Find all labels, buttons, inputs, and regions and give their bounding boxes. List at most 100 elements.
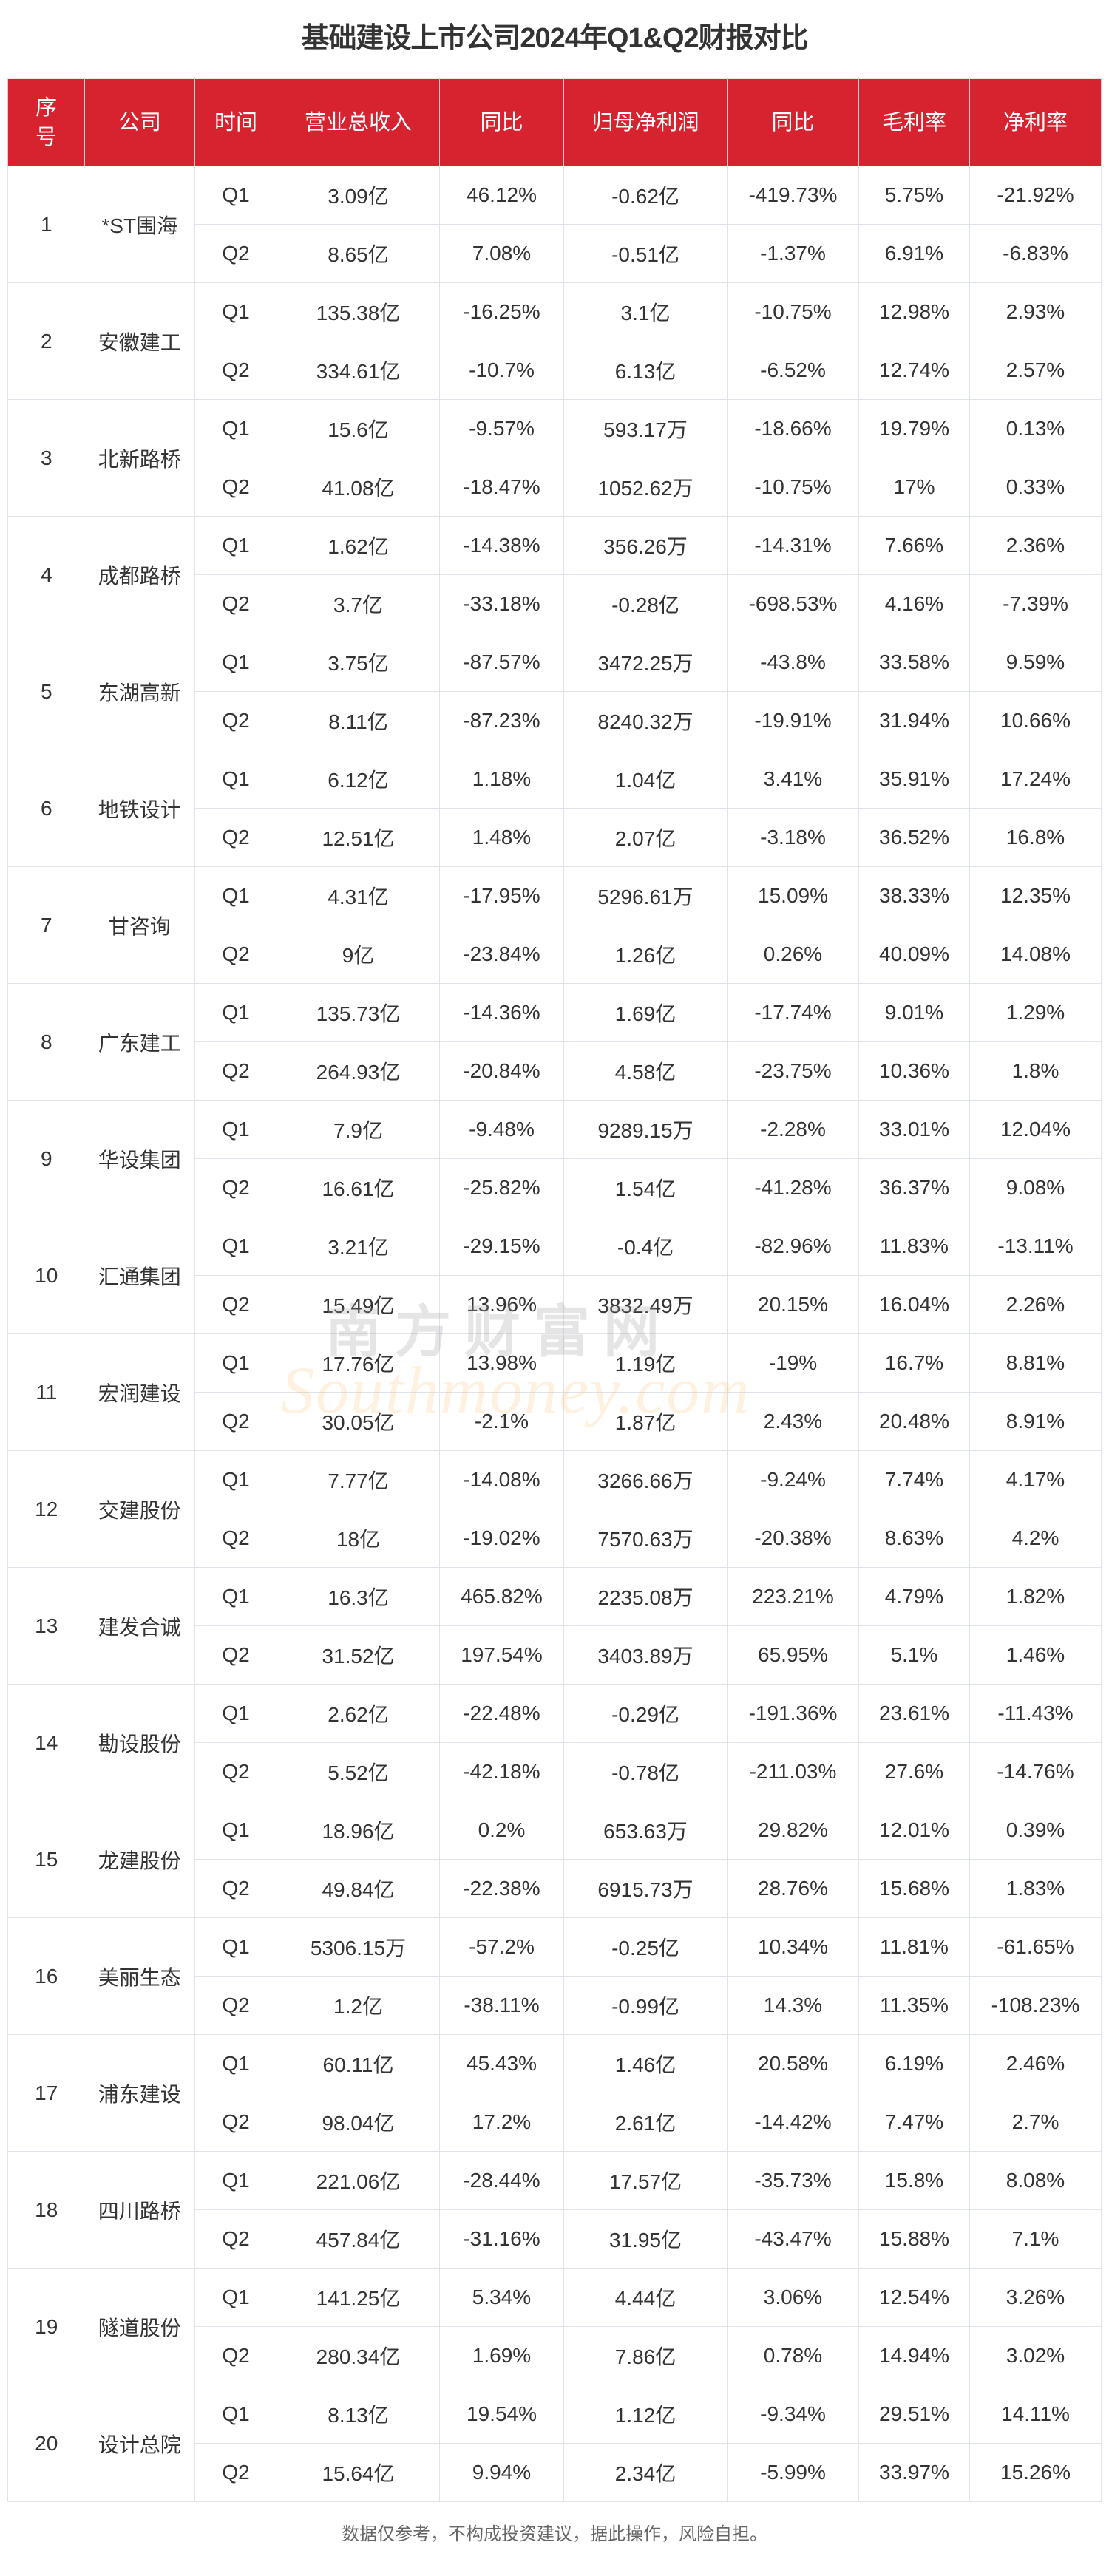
row-number: 14 xyxy=(7,1684,85,1801)
revenue-cell: 5.52亿 xyxy=(277,1742,440,1801)
gross-margin-cell: 36.52% xyxy=(858,808,970,867)
period-cell: Q2 xyxy=(194,1041,277,1101)
row-number: 6 xyxy=(7,750,85,867)
revenue-yoy-cell: -14.38% xyxy=(439,516,564,575)
net-margin-cell: 2.36% xyxy=(969,516,1102,575)
revenue-cell: 3.7亿 xyxy=(277,574,440,633)
net-profit-cell: 3472.25万 xyxy=(563,633,728,692)
revenue-cell: 5306.15万 xyxy=(277,1917,440,1977)
net-profit-cell: 9289.15万 xyxy=(563,1100,728,1159)
header-revenue: 营业总收入 xyxy=(277,78,440,166)
period-cell: Q2 xyxy=(194,1392,277,1451)
period-cell: Q2 xyxy=(194,808,277,867)
revenue-cell: 221.06亿 xyxy=(277,2151,440,2210)
net-profit-yoy-cell: 223.21% xyxy=(727,1567,859,1626)
revenue-yoy-cell: 7.08% xyxy=(439,224,564,283)
gross-margin-cell: 7.47% xyxy=(858,2093,970,2152)
company-name: 美丽生态 xyxy=(84,1917,195,2035)
net-profit-yoy-cell: -19% xyxy=(727,1333,859,1393)
header-net-profit: 归母净利润 xyxy=(563,78,728,166)
row-number: 17 xyxy=(7,2034,85,2152)
period-cell: Q2 xyxy=(194,574,277,633)
table-row: 5 东湖高新 Q1 3.75亿 -87.57% 3472.25万 -43.8% 33.58% 9… xyxy=(7,633,1102,750)
net-profit-cell: -0.99亿 xyxy=(563,1976,728,2035)
table-row: Q2 15.49亿 13.96% 3832.49万 20.15% 16.04% 2.26% xyxy=(8,1275,1102,1334)
net-profit-yoy-cell: 0.78% xyxy=(727,2326,859,2385)
table-row: 2 安徽建工 Q1 135.38亿 -16.25% 3.1亿 -10.75% 12.98% 2.… xyxy=(7,282,1102,400)
gross-margin-cell: 7.66% xyxy=(858,516,970,575)
gross-margin-cell: 8.63% xyxy=(858,1509,970,1568)
row-number: 12 xyxy=(7,1450,85,1568)
net-profit-yoy-cell: -43.47% xyxy=(727,2209,859,2269)
company-name: 东湖高新 xyxy=(84,633,195,750)
revenue-cell: 264.93亿 xyxy=(277,1041,440,1101)
table-row: 17 浦东建设 Q1 60.11亿 45.43% 1.46亿 20.58% 6.19% 2.46… xyxy=(7,2034,1102,2152)
row-number: 20 xyxy=(7,2385,85,2502)
table-row: 4 成都路桥 Q1 1.62亿 -14.38% 356.26万 -14.31% 7.66% 2.… xyxy=(7,516,1102,633)
revenue-yoy-cell: -38.11% xyxy=(439,1976,564,2035)
net-profit-yoy-cell: -2.28% xyxy=(727,1100,859,1159)
table-row: Q2 41.08亿 -18.47% 1052.62万 -10.75% 17% 0.33% xyxy=(8,458,1102,517)
gross-margin-cell: 4.79% xyxy=(858,1567,970,1626)
revenue-cell: 15.64亿 xyxy=(277,2443,440,2502)
net-margin-cell: 1.82% xyxy=(969,1567,1102,1626)
net-profit-yoy-cell: -10.75% xyxy=(727,458,859,517)
period-cell: Q1 xyxy=(194,1917,277,1977)
net-profit-cell: 1.26亿 xyxy=(563,925,728,984)
period-cell: Q2 xyxy=(194,458,277,517)
period-cell: Q1 xyxy=(194,983,277,1042)
gross-margin-cell: 23.61% xyxy=(858,1684,970,1743)
net-margin-cell: -7.39% xyxy=(969,574,1102,633)
revenue-yoy-cell: -9.57% xyxy=(439,399,564,458)
net-profit-yoy-cell: -9.34% xyxy=(727,2385,859,2444)
net-profit-cell: -0.62亿 xyxy=(563,166,728,225)
net-profit-cell: 3.1亿 xyxy=(563,282,728,341)
net-profit-yoy-cell: -191.36% xyxy=(727,1684,859,1743)
period-cell: Q1 xyxy=(194,166,277,225)
net-margin-cell: 12.35% xyxy=(969,866,1102,925)
net-profit-yoy-cell: 20.58% xyxy=(727,2034,859,2093)
company-name: 建发合诚 xyxy=(84,1567,195,1685)
revenue-yoy-cell: 197.54% xyxy=(439,1625,564,1685)
table-row: Q2 31.52亿 197.54% 3403.89万 65.95% 5.1% 1.46% xyxy=(8,1625,1102,1685)
table-row: 18 四川路桥 Q1 221.06亿 -28.44% 17.57亿 -35.73% 15.8%… xyxy=(7,2151,1102,2269)
company-name: 宏润建设 xyxy=(84,1333,195,1451)
gross-margin-cell: 9.01% xyxy=(858,983,970,1042)
net-margin-cell: 8.81% xyxy=(969,1333,1102,1393)
net-profit-cell: 3832.49万 xyxy=(563,1275,728,1334)
revenue-cell: 30.05亿 xyxy=(277,1392,440,1451)
revenue-yoy-cell: -14.36% xyxy=(439,983,564,1042)
net-profit-cell: 4.58亿 xyxy=(563,1041,728,1101)
header-no-label: 序号 xyxy=(35,95,57,149)
company-name: 设计总院 xyxy=(84,2385,195,2502)
net-margin-cell: 3.02% xyxy=(969,2326,1102,2385)
gross-margin-cell: 12.54% xyxy=(858,2268,970,2327)
gross-margin-cell: 16.7% xyxy=(858,1333,970,1393)
net-profit-cell: 7570.63万 xyxy=(563,1509,728,1568)
revenue-yoy-cell: -31.16% xyxy=(439,2209,564,2269)
net-margin-cell: 2.7% xyxy=(969,2093,1102,2152)
net-margin-cell: 2.46% xyxy=(969,2034,1102,2093)
period-cell: Q1 xyxy=(194,1100,277,1159)
net-margin-cell: 0.39% xyxy=(969,1801,1102,1860)
row-number: 19 xyxy=(7,2268,85,2385)
period-cell: Q2 xyxy=(194,2209,277,2269)
revenue-cell: 7.9亿 xyxy=(277,1100,440,1159)
revenue-yoy-cell: 5.34% xyxy=(439,2268,564,2327)
gross-margin-cell: 10.36% xyxy=(858,1041,970,1101)
company-name: 安徽建工 xyxy=(84,282,195,400)
net-profit-cell: 1.46亿 xyxy=(563,2034,728,2093)
company-name: 地铁设计 xyxy=(84,750,195,867)
net-profit-cell: 1.54亿 xyxy=(563,1158,728,1217)
net-profit-cell: 3266.66万 xyxy=(563,1450,728,1509)
net-profit-yoy-cell: -9.24% xyxy=(727,1450,859,1509)
revenue-cell: 3.75亿 xyxy=(277,633,440,692)
header-period: 时间 xyxy=(194,78,277,166)
revenue-cell: 16.3亿 xyxy=(277,1567,440,1626)
period-cell: Q1 xyxy=(194,2385,277,2444)
net-margin-cell: 0.13% xyxy=(969,399,1102,458)
revenue-cell: 4.31亿 xyxy=(277,866,440,925)
net-profit-cell: 6915.73万 xyxy=(563,1859,728,1918)
period-cell: Q1 xyxy=(194,1450,277,1509)
table-row: 16 美丽生态 Q1 5306.15万 -57.2% -0.25亿 10.34% 11.81%… xyxy=(7,1917,1102,2035)
